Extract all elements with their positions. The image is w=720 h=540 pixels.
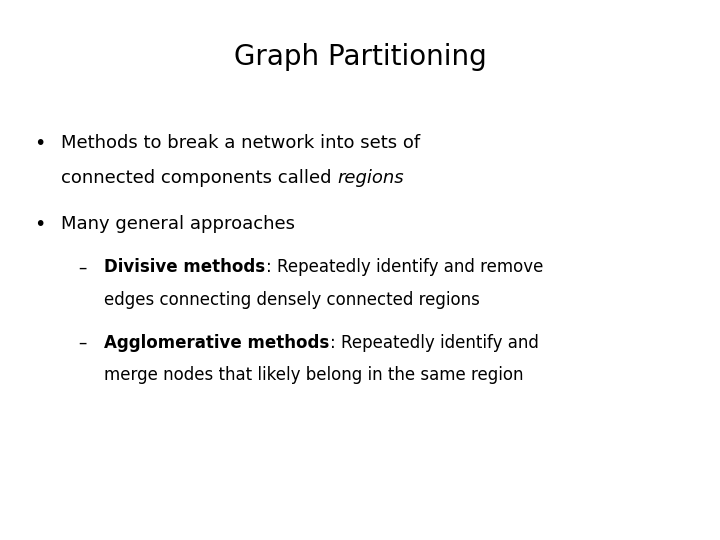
Text: Agglomerative methods: Agglomerative methods [104, 334, 330, 352]
Text: Graph Partitioning: Graph Partitioning [233, 43, 487, 71]
Text: : Repeatedly identify and remove: : Repeatedly identify and remove [266, 258, 543, 276]
Text: edges connecting densely connected regions: edges connecting densely connected regio… [104, 291, 480, 309]
Text: Many general approaches: Many general approaches [61, 215, 295, 233]
Text: connected components called: connected components called [61, 169, 338, 187]
Text: Methods to break a network into sets of: Methods to break a network into sets of [61, 134, 420, 152]
Text: Divisive methods: Divisive methods [104, 258, 266, 276]
Text: regions: regions [338, 169, 404, 187]
Text: •: • [34, 133, 45, 153]
Text: –: – [78, 258, 87, 276]
Text: : Repeatedly identify and: : Repeatedly identify and [330, 334, 539, 352]
Text: •: • [34, 214, 45, 234]
Text: –: – [78, 334, 87, 352]
Text: merge nodes that likely belong in the same region: merge nodes that likely belong in the sa… [104, 366, 524, 384]
